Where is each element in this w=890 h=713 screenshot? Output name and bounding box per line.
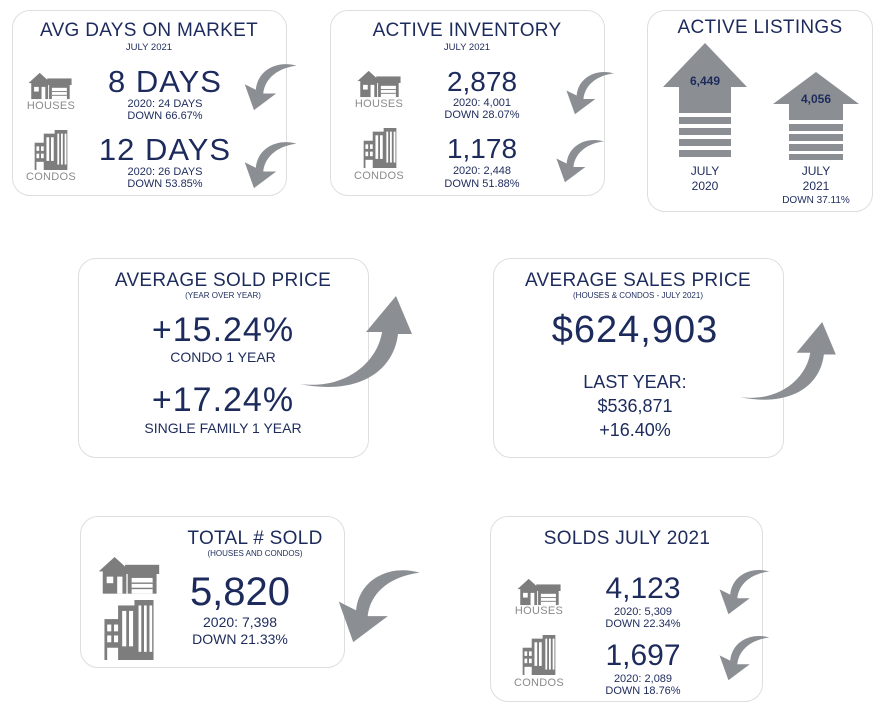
avg-days-houses-label: HOUSES xyxy=(26,100,76,112)
avg-sold-price-subtitle: (YEAR OVER YEAR) xyxy=(185,291,261,300)
avg-sales-price-last-year-value: $536,871 xyxy=(597,396,673,416)
total-sold-title: TOTAL # SOLD xyxy=(187,528,323,549)
arrow-down-icon xyxy=(707,634,773,682)
active-inventory-houses-prior: 2020: 4,001 xyxy=(452,97,512,109)
average-sales-price-card xyxy=(493,258,784,458)
solds-condos-change: DOWN 18.76% xyxy=(605,685,681,697)
solds-houses-value: 4,123 xyxy=(605,572,681,605)
avg-days-condos-value: 12 DAYS xyxy=(98,132,232,167)
house-icon xyxy=(95,553,163,595)
house-icon xyxy=(26,70,74,100)
active-inventory-condos-label: CONDOS xyxy=(353,170,405,182)
arrow-down-icon xyxy=(545,138,607,184)
arrow-down-icon xyxy=(320,567,424,645)
solds-condos-label: CONDOS xyxy=(513,677,565,689)
total-sold-subtitle: (HOUSES AND CONDOS) xyxy=(207,549,303,558)
arrow-up-icon xyxy=(732,322,844,404)
condo-icon xyxy=(100,600,158,660)
active-inventory-title: ACTIVE INVENTORY xyxy=(372,20,562,41)
solds-condos-value: 1,697 xyxy=(605,639,681,672)
active-listings-2020-label-line2: 2020 xyxy=(691,179,719,193)
avg-days-houses-value: 8 DAYS xyxy=(108,64,222,99)
house-icon xyxy=(355,68,403,98)
total-sold-prior: 2020: 7,398 xyxy=(203,614,277,630)
avg-sales-price-last-year-label: LAST YEAR: xyxy=(583,372,687,392)
avg-days-condos-change: DOWN 53.85% xyxy=(127,178,203,190)
condo-icon xyxy=(31,130,71,170)
avg-sold-price-title: AVERAGE SOLD PRICE xyxy=(114,270,332,291)
arrow-down-icon xyxy=(707,568,773,616)
total-sold-value: 5,820 xyxy=(189,570,291,614)
avg-days-houses-prior: 2020: 24 DAYS xyxy=(127,98,203,110)
total-sold-change: DOWN 21.33% xyxy=(192,631,288,647)
solds-condos-prior: 2020: 2,089 xyxy=(613,673,673,685)
active-inventory-condos-prior: 2020: 2,448 xyxy=(452,165,512,177)
avg-sales-price-subtitle: (HOUSES & CONDOS - JULY 2021) xyxy=(573,291,703,300)
active-inventory-subtitle: JULY 2021 xyxy=(443,42,491,53)
bar-arrow-2020 xyxy=(663,43,747,157)
active-listings-2020-label-line1: JULY xyxy=(690,164,720,178)
avg-days-subtitle: JULY 2021 xyxy=(125,42,173,53)
active-listings-title: ACTIVE LISTINGS xyxy=(677,17,843,38)
arrow-up-icon xyxy=(298,296,414,392)
average-sold-price-card xyxy=(78,258,369,458)
avg-days-title: AVG DAYS ON MARKET xyxy=(40,20,258,41)
avg-days-condos-label: CONDOS xyxy=(25,171,77,183)
active-listings-2021-value: 4,056 xyxy=(800,92,832,106)
arrow-down-icon xyxy=(232,62,300,112)
avg-sales-price-value: $624,903 xyxy=(551,309,719,351)
active-inventory-condos-value: 1,178 xyxy=(446,133,518,164)
solds-houses-change: DOWN 22.34% xyxy=(605,618,681,630)
avg-days-condos-prior: 2020: 26 DAYS xyxy=(127,166,203,178)
active-listings-2021-label-line2: 2021 xyxy=(802,179,830,193)
solds-title: SOLDS JULY 2021 xyxy=(543,528,711,549)
arrow-down-icon xyxy=(232,140,300,190)
active-inventory-houses-value: 2,878 xyxy=(446,66,518,97)
active-listings-2020-value: 6,449 xyxy=(689,74,721,88)
active-inventory-condos-change: DOWN 51.88% xyxy=(444,178,520,190)
avg-days-houses-change: DOWN 66.67% xyxy=(127,110,203,122)
active-listings-change: DOWN 37.11% xyxy=(782,195,850,206)
solds-houses-label: HOUSES xyxy=(514,605,564,617)
avg-sold-price-condo-label: CONDO 1 YEAR xyxy=(170,349,276,365)
active-inventory-houses-change: DOWN 28.07% xyxy=(444,109,520,121)
avg-sold-price-condo-value: +15.24% xyxy=(151,311,295,349)
avg-sold-price-sf-value: +17.24% xyxy=(151,381,295,419)
avg-sales-price-change: +16.40% xyxy=(599,420,671,440)
bar-arrow-2021 xyxy=(773,72,859,160)
active-inventory-houses-label: HOUSES xyxy=(354,98,404,110)
condo-icon xyxy=(519,635,559,675)
condo-icon xyxy=(360,128,400,168)
active-listings-2021-label-line1: JULY xyxy=(801,164,831,178)
solds-houses-prior: 2020: 5,309 xyxy=(613,606,673,618)
arrow-down-icon xyxy=(555,70,617,116)
house-icon xyxy=(515,576,563,606)
avg-sold-price-sf-label: SINGLE FAMILY 1 YEAR xyxy=(144,420,302,436)
avg-sales-price-title: AVERAGE SALES PRICE xyxy=(524,270,752,291)
